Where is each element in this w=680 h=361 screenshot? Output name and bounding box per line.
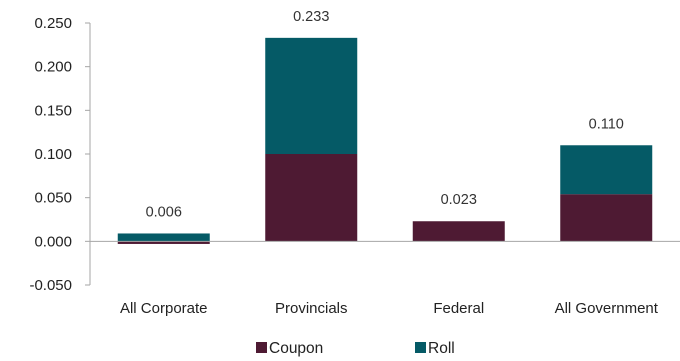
- legend-label-roll: Roll: [428, 340, 455, 357]
- y-tick-label: 0.000: [34, 233, 72, 250]
- bar-coupon-federal: [412, 221, 505, 242]
- bar-coupon-all-corporate: [117, 241, 210, 244]
- total-data-label: 0.006: [146, 204, 182, 220]
- bar-roll-provincials: [265, 37, 358, 155]
- category-label: Provincials: [275, 300, 348, 317]
- y-tick-label: 0.150: [34, 102, 72, 119]
- legend-swatch-roll: [415, 342, 426, 353]
- labels-layer: 0.006 All Corporate 0.233 Provincials 0.023 F…: [120, 9, 659, 317]
- total-data-label: 0.023: [441, 192, 477, 208]
- bar-roll-all-government: [560, 145, 653, 195]
- y-tick-label: -0.050: [29, 277, 72, 294]
- bars-layer: [117, 37, 653, 244]
- bar-coupon-provincials: [265, 154, 358, 242]
- total-data-label: 0.233: [293, 9, 329, 25]
- legend-label-coupon: Coupon: [269, 340, 323, 357]
- legend-swatch-coupon: [256, 342, 267, 353]
- bar-coupon-all-government: [560, 194, 653, 242]
- y-tick-label: 0.050: [34, 190, 72, 207]
- bar-roll-all-corporate: [117, 233, 210, 242]
- y-tick-label: 0.100: [34, 146, 72, 163]
- legend: Coupon Roll: [256, 340, 455, 357]
- category-label: All Government: [555, 300, 659, 317]
- total-data-label: 0.110: [589, 116, 624, 132]
- category-label: All Corporate: [120, 300, 208, 317]
- category-label: Federal: [433, 300, 484, 317]
- y-tick-label: 0.200: [34, 59, 72, 76]
- axis-layer: 0.250 0.200 0.150 0.100 0.050 0.000 -0.050: [29, 15, 680, 294]
- y-tick-label: 0.250: [34, 15, 72, 32]
